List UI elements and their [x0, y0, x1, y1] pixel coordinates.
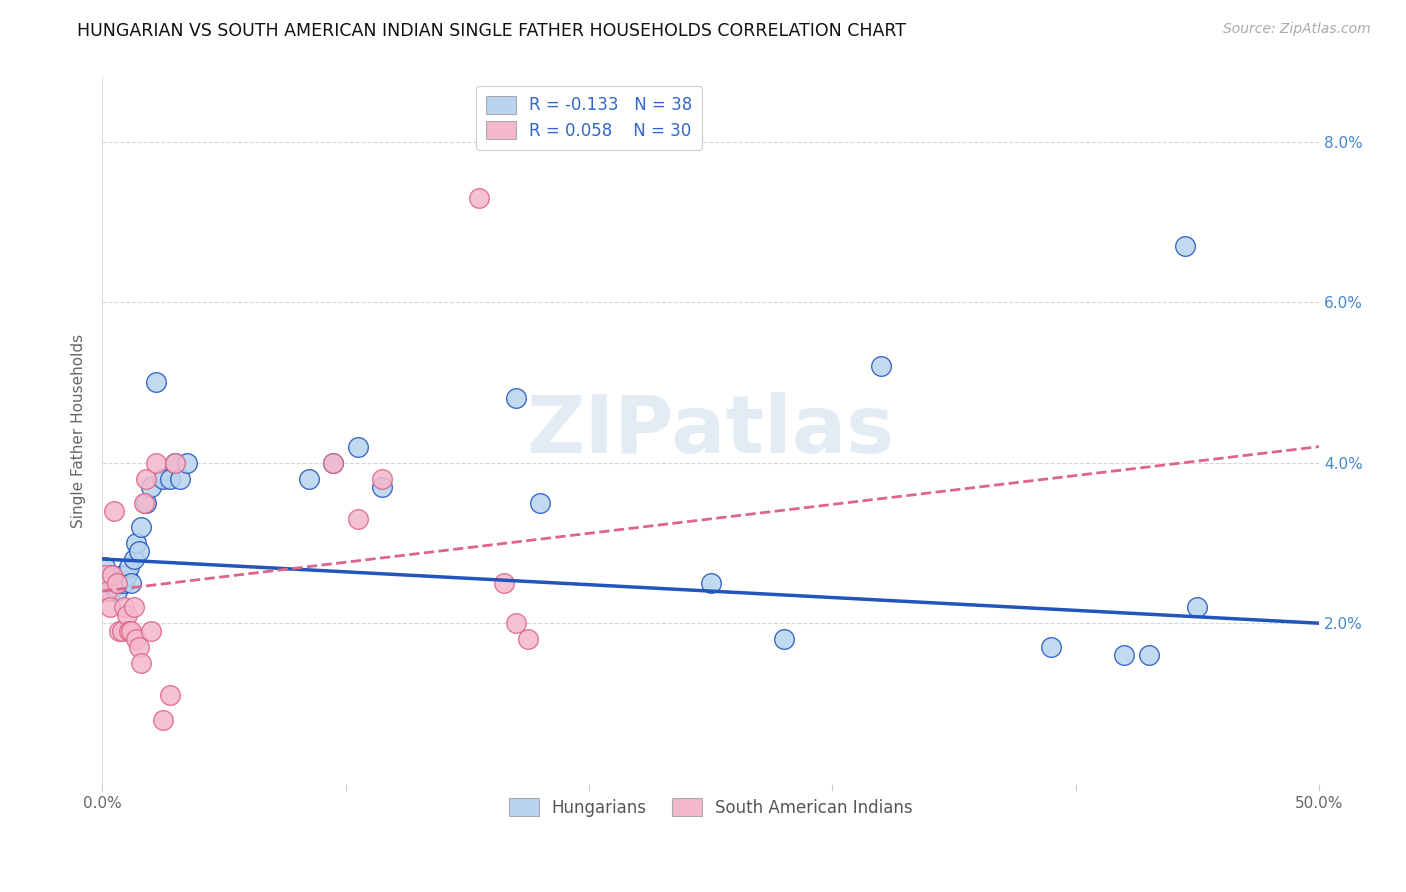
Point — [105, 584, 128, 599]
Point — [105, 576, 128, 591]
Point — [152, 713, 174, 727]
Point — [772, 632, 794, 647]
Point — [128, 544, 150, 558]
Y-axis label: Single Father Households: Single Father Households — [72, 334, 86, 528]
Point — [298, 472, 321, 486]
Point — [159, 689, 181, 703]
Point — [129, 520, 152, 534]
Point — [346, 440, 368, 454]
Point — [128, 640, 150, 655]
Point — [468, 191, 491, 205]
Point — [505, 616, 527, 631]
Point — [169, 472, 191, 486]
Point — [108, 624, 131, 639]
Point — [492, 576, 515, 591]
Point — [129, 657, 152, 671]
Point — [120, 576, 142, 591]
Point — [132, 496, 155, 510]
Point — [96, 576, 118, 591]
Text: HUNGARIAN VS SOUTH AMERICAN INDIAN SINGLE FATHER HOUSEHOLDS CORRELATION CHART: HUNGARIAN VS SOUTH AMERICAN INDIAN SINGL… — [77, 22, 907, 40]
Point — [125, 632, 148, 647]
Point — [152, 472, 174, 486]
Point — [115, 568, 138, 582]
Point — [1174, 239, 1197, 253]
Point — [93, 560, 115, 574]
Point — [517, 632, 540, 647]
Point — [1137, 648, 1160, 663]
Point — [139, 480, 162, 494]
Legend: Hungarians, South American Indians: Hungarians, South American Indians — [501, 789, 921, 825]
Point — [135, 472, 157, 486]
Point — [103, 576, 125, 591]
Point — [120, 624, 142, 639]
Text: ZIPatlas: ZIPatlas — [527, 392, 894, 469]
Point — [98, 600, 121, 615]
Point — [118, 560, 141, 574]
Point — [112, 600, 135, 615]
Point — [346, 512, 368, 526]
Point — [125, 536, 148, 550]
Point — [139, 624, 162, 639]
Point — [165, 456, 187, 470]
Point — [371, 480, 394, 494]
Point — [1187, 600, 1209, 615]
Point — [135, 496, 157, 510]
Point — [101, 568, 124, 582]
Point — [505, 392, 527, 406]
Point — [122, 600, 145, 615]
Point — [118, 624, 141, 639]
Point — [112, 576, 135, 591]
Point — [322, 456, 344, 470]
Point — [165, 456, 187, 470]
Point — [111, 624, 134, 639]
Point — [159, 472, 181, 486]
Point — [1114, 648, 1136, 663]
Point — [103, 504, 125, 518]
Point — [145, 376, 167, 390]
Point — [111, 568, 134, 582]
Point — [529, 496, 551, 510]
Point — [371, 472, 394, 486]
Point — [96, 584, 118, 599]
Point — [108, 576, 131, 591]
Point — [870, 359, 893, 374]
Point — [122, 552, 145, 566]
Point — [115, 608, 138, 623]
Point — [699, 576, 721, 591]
Point — [322, 456, 344, 470]
Point — [176, 456, 198, 470]
Point — [145, 456, 167, 470]
Point — [1040, 640, 1063, 655]
Text: Source: ZipAtlas.com: Source: ZipAtlas.com — [1223, 22, 1371, 37]
Point — [93, 568, 115, 582]
Point — [98, 584, 121, 599]
Point — [101, 568, 124, 582]
